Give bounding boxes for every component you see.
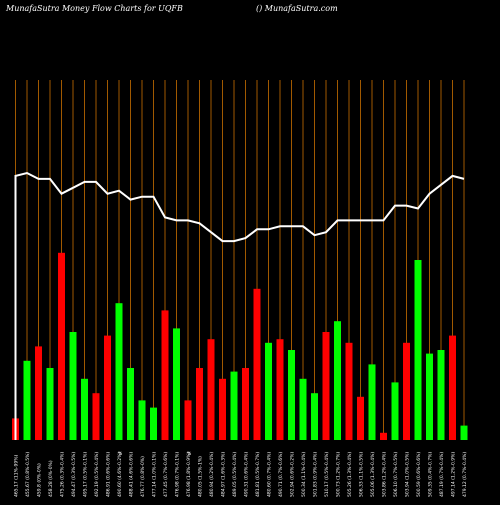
x-tick-label: 490.71 (0.7%-0.6%) <box>278 452 284 497</box>
x-tick-label: 484.97 (1.6%-0.3%) <box>221 452 227 497</box>
x-tick-label: 487.19 (0.7%-0.4%) <box>439 452 445 497</box>
site-credit: () MunafaSutra.com <box>256 4 338 13</box>
x-tick-label: 477.14 (1.0%-0.1%) <box>152 452 158 497</box>
x-tick-label: 475.26 (0.3%-0.4%) <box>60 452 66 497</box>
money-flow-bar <box>184 400 192 440</box>
money-flow-bar <box>161 310 169 440</box>
x-tick-label: 503.94 (1.0%-0.5%) <box>405 452 411 497</box>
money-flow-bar <box>23 360 31 440</box>
x-tick-label: 465.17 (11%-99%) <box>14 454 20 497</box>
chart-title: MunafaSutra Money Flow Charts for UQFB <box>6 4 183 13</box>
x-tick-label: 477.45 (0.7%-0.6%) <box>163 452 169 497</box>
money-flow-bar <box>265 342 272 440</box>
x-marker: % <box>118 451 123 457</box>
money-flow-bar <box>403 342 410 440</box>
x-tick-label: 476.77 (0.8%-0%) <box>140 456 146 497</box>
money-flow-bar <box>449 335 456 440</box>
x-tick-label: 492.19 (0.5%-0.4%) <box>94 452 100 497</box>
x-tick-label: 480.05 (1.5%-1%) <box>198 456 204 497</box>
x-tick-label: 489.05 (0.5%-0.4%) <box>232 452 238 497</box>
x-tick-label: 481.81 (0.5%-0.7%) <box>255 452 261 497</box>
x-tick-label: 495.17 (0.5%-0.1%) <box>83 452 89 497</box>
money-flow-bar <box>334 321 341 440</box>
x-tick-label: 455.67 (0.8%-0.5%) <box>25 452 31 497</box>
x-tick-label: 500.59 (0.6%-0.6%) <box>416 452 422 497</box>
money-flow-bar <box>426 353 433 440</box>
x-tick-label: 488.41 (4.6%-0.6%) <box>129 452 135 497</box>
money-flow-bar <box>357 396 364 440</box>
money-flow-bar <box>173 328 180 440</box>
money-flow-bar <box>437 350 445 440</box>
x-tick-label: 510.17 (0.5%-0.4%) <box>324 452 330 497</box>
x-tick-label: 506.33 (1.1%-0.5%) <box>359 452 365 497</box>
x-tick-label: 480.60 (0.7%-0.4%) <box>267 452 273 497</box>
x-tick-label: 458.28 (0%-0%) <box>48 460 54 497</box>
money-flow-bar <box>322 332 330 440</box>
x-tick-label: 480.94 (0.2%-0.4%) <box>209 452 215 497</box>
x-tick-label: 479.12 (0.7%-0.4%) <box>462 452 468 497</box>
x-tick-label: 509.35 (0.4%-0.7%) <box>428 452 434 497</box>
money-flow-bar <box>299 378 307 440</box>
money-flow-bar <box>150 407 157 440</box>
money-flow-bar <box>35 346 42 440</box>
money-flow-bar <box>380 432 387 440</box>
x-tick-label: 497.14 (1.2%-0.9%) <box>451 452 457 497</box>
x-tick-label: 490.31 (0.6%-0.4%) <box>244 452 250 497</box>
money-flow-bar <box>311 393 318 440</box>
x-tick-label: 500.73 (1.2%-0.7%) <box>336 452 342 497</box>
money-flow-bar <box>345 342 353 440</box>
money-flow-bar <box>230 371 238 440</box>
money-flow-bar <box>196 368 203 440</box>
money-flow-bar <box>46 368 54 440</box>
money-flow-bar <box>460 425 468 440</box>
money-flow-bar <box>288 350 295 440</box>
money-flow-bar <box>368 364 376 440</box>
money-flow-bar <box>276 339 284 440</box>
money-flow-bar <box>138 400 146 440</box>
money-flow-bar <box>104 335 111 440</box>
x-tick-label: 490.60 (4.6%-0.2%) <box>117 452 123 497</box>
x-tick-label: 505.26 (1.3%-0.4%) <box>347 452 353 497</box>
money-flow-bar <box>69 332 77 440</box>
x-tick-label: 476.98 (1.8%-0.9%) <box>186 452 192 497</box>
money-flow-bar <box>414 260 422 440</box>
x-tick-label: 506.10 (0.7%-0.5%) <box>393 452 399 497</box>
price-line <box>14 171 465 440</box>
x-tick-label: 500.34 (1.1%-0.4%) <box>301 452 307 497</box>
x-tick-label: 505.06 (1.3%-0.4%) <box>370 452 376 497</box>
x-tick-label: 494.47 (0.3%-0.5%) <box>71 452 77 497</box>
x-tick-label: 459.8 (0%-0%) <box>37 463 43 497</box>
x-tick-label: 501.83 (0.9%-0.4%) <box>313 452 319 497</box>
money-flow-bar <box>391 382 399 440</box>
money-flow-bar <box>207 339 215 440</box>
x-tick-label: 486.91 (0.6%-0.6%) <box>106 452 112 497</box>
money-flow-bar <box>127 368 134 440</box>
money-flow-bar <box>81 378 88 440</box>
money-flow-bar <box>219 378 226 440</box>
x-tick-label: 476.98 (0.7%-0.1%) <box>175 452 181 497</box>
money-flow-bar <box>253 288 261 440</box>
money-flow-bar <box>92 393 100 440</box>
money-flow-bar <box>242 368 249 440</box>
x-tick-label: 503.86 (1.2%-0.4%) <box>382 452 388 497</box>
money-flow-bar <box>58 252 65 440</box>
money-flow-bar <box>115 303 123 440</box>
x-marker: % <box>187 451 192 457</box>
x-tick-label: 502.94 (0.6%-0.2%) <box>290 452 296 497</box>
